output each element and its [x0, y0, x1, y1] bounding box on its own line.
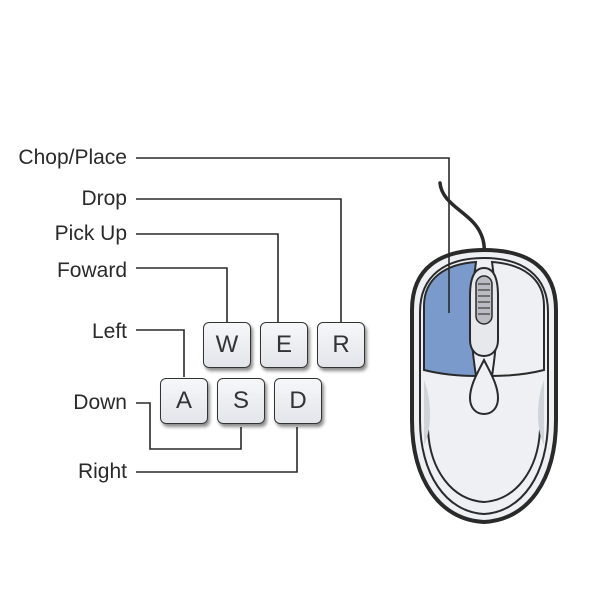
key-d: D	[274, 378, 322, 424]
key-s: S	[217, 378, 265, 424]
scroll-wheel	[475, 275, 493, 325]
label-pick-up: Pick Up	[54, 222, 127, 245]
label-drop: Drop	[81, 187, 127, 210]
label-chop-place: Chop/Place	[18, 146, 127, 169]
leader-forward	[136, 267, 228, 322]
key-e: E	[260, 322, 308, 368]
leader-chop-place	[136, 157, 450, 313]
label-left: Left	[91, 320, 127, 343]
key-r: R	[317, 322, 365, 368]
key-a: A	[160, 378, 208, 424]
leader-down	[136, 402, 242, 450]
label-right: Right	[77, 460, 127, 483]
leader-right	[136, 427, 298, 473]
key-w: W	[203, 322, 251, 368]
leader-pick-up	[136, 233, 279, 322]
label-down: Down	[73, 391, 127, 414]
leader-left	[136, 329, 185, 377]
label-forward: Foward	[56, 259, 127, 282]
leader-drop	[136, 198, 342, 322]
